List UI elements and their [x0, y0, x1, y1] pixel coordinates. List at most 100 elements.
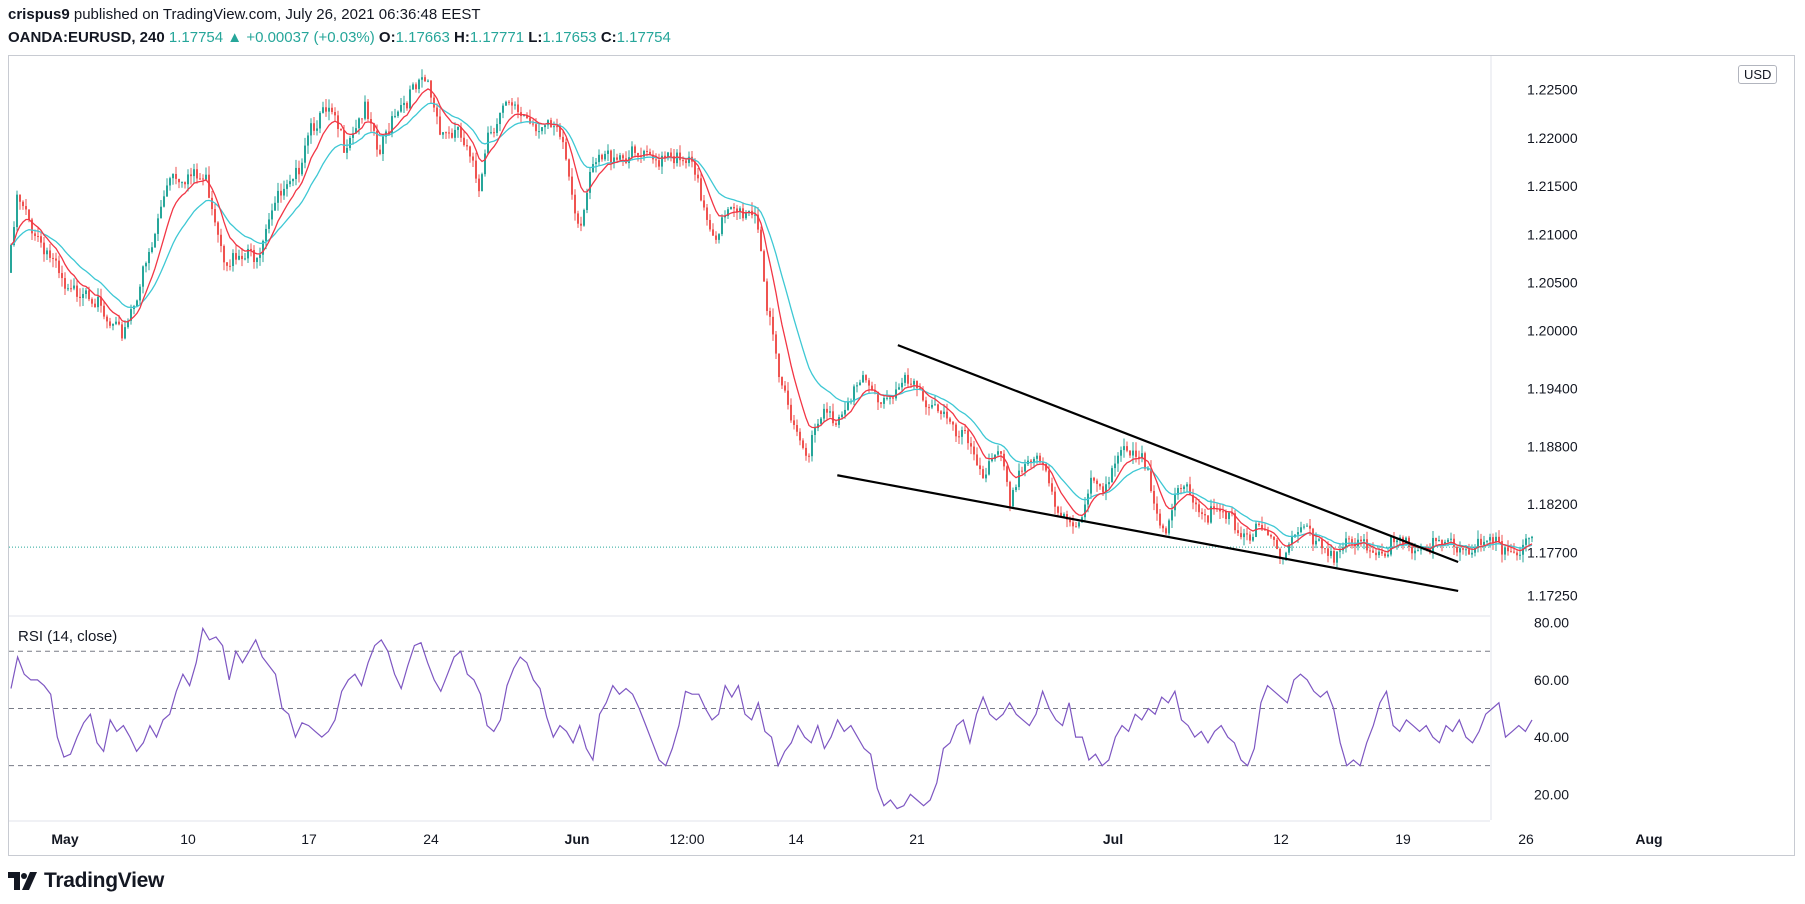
candle-body: [781, 377, 783, 386]
candle-body: [1255, 523, 1257, 537]
tradingview-logo[interactable]: TradingView: [8, 868, 164, 894]
candle-body: [1111, 468, 1113, 483]
candle-body: [295, 167, 297, 179]
candle-body: [868, 380, 870, 386]
candle-body: [829, 411, 831, 413]
candle-body: [889, 397, 891, 399]
candle-body: [1117, 455, 1119, 464]
candle-body: [916, 380, 918, 389]
candle-body: [727, 209, 729, 216]
candle-body: [688, 156, 690, 164]
candle-body: [712, 229, 714, 236]
candle-body: [463, 137, 465, 146]
candle-body: [556, 126, 558, 128]
candle-body: [388, 131, 390, 134]
candle-body: [499, 112, 501, 125]
candle-body: [796, 425, 798, 432]
candle-body: [1396, 540, 1398, 543]
candle-body: [997, 451, 999, 455]
candle-body: [151, 247, 153, 252]
candle-body: [448, 132, 450, 134]
candle-body: [496, 124, 498, 133]
time-tick-label: Jun: [565, 831, 590, 847]
candle-body: [319, 112, 321, 129]
candle-body: [1462, 548, 1464, 550]
candle-body: [1495, 536, 1497, 543]
price-tick-label: 1.20500: [1527, 274, 1578, 290]
candle-body: [55, 258, 57, 261]
candle-body: [778, 353, 780, 378]
candle-body: [592, 164, 594, 172]
candle-body: [844, 409, 846, 415]
wedge-upper-trendline: [897, 344, 1459, 564]
candle-body: [763, 251, 765, 282]
candle-body: [904, 374, 906, 383]
candles: [10, 69, 1533, 568]
candle-body: [913, 380, 915, 385]
candle-body: [1036, 455, 1038, 459]
candle-body: [721, 217, 723, 235]
candle-body: [598, 154, 600, 163]
currency-badge[interactable]: USD: [1738, 65, 1778, 84]
candle-body: [715, 235, 717, 240]
author-name[interactable]: crispus9: [8, 6, 70, 23]
candle-body: [1015, 487, 1017, 491]
candle-body: [1084, 504, 1086, 518]
candle-body: [937, 404, 939, 412]
candle-body: [568, 159, 570, 177]
candle-body: [934, 404, 936, 406]
candle-body: [1183, 486, 1185, 490]
candle-body: [1372, 550, 1374, 553]
candle-body: [34, 233, 36, 236]
chart-frame: [8, 55, 1795, 856]
candle-body: [10, 245, 12, 273]
candle-body: [136, 300, 138, 307]
candle-body: [451, 132, 453, 138]
symbol-name[interactable]: OANDA:EURUSD, 240: [8, 29, 165, 46]
candle-body: [502, 105, 504, 113]
candle-body: [88, 290, 90, 300]
candle-body: [811, 434, 813, 457]
candle-body: [421, 77, 423, 80]
candle-body: [418, 79, 420, 90]
candle-body: [481, 174, 483, 192]
candle-body: [532, 123, 534, 125]
candle-body: [1441, 540, 1443, 545]
time-tick-label: 26: [1518, 831, 1534, 847]
candle-body: [1192, 495, 1194, 503]
candle-body: [1024, 464, 1026, 472]
candle-body: [961, 429, 963, 437]
candle-body: [511, 102, 513, 106]
candle-body: [1279, 548, 1281, 559]
candle-body: [775, 334, 777, 354]
candle-body: [604, 153, 606, 160]
candle-body: [1021, 470, 1023, 472]
time-tick-label: 21: [909, 831, 925, 847]
candle-body: [925, 400, 927, 408]
candle-body: [25, 206, 27, 210]
grid-layer: [9, 56, 1492, 822]
candle-body: [559, 126, 561, 137]
time-tick-label: 14: [788, 831, 804, 847]
candle-body: [817, 423, 819, 429]
candle-body: [364, 101, 366, 119]
candle-body: [142, 266, 144, 287]
candle-body: [898, 387, 900, 390]
candle-body: [460, 126, 462, 138]
candle-body: [958, 436, 960, 438]
candle-body: [106, 316, 108, 322]
candle-body: [970, 443, 972, 447]
candle-body: [922, 389, 924, 401]
rsi-axis: 80.00 60.00 40.00 20.00: [1534, 615, 1569, 803]
candle-body: [1489, 537, 1491, 541]
candle-body: [442, 132, 444, 135]
candle-body: [1135, 450, 1137, 457]
candle-body: [1246, 533, 1248, 535]
candle-body: [1387, 554, 1389, 557]
candle-body: [1297, 532, 1299, 535]
rsi-title: RSI (14, close): [18, 628, 118, 645]
candle-body: [484, 153, 486, 175]
candle-body: [373, 123, 375, 131]
candle-body: [412, 84, 414, 90]
